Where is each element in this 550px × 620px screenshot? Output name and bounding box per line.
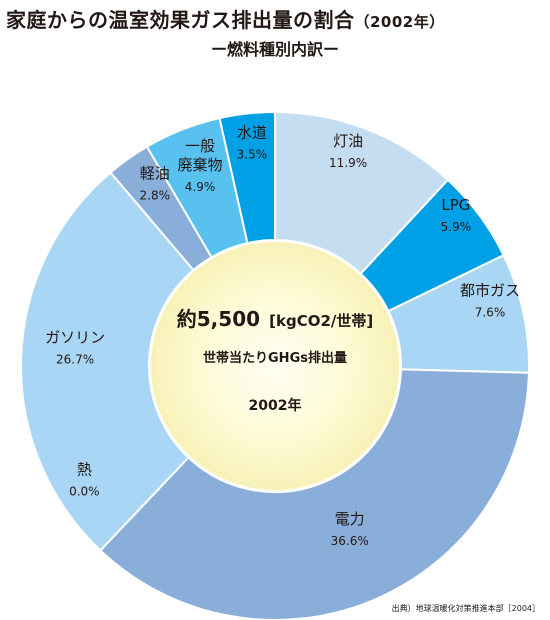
slice-label-name: 都市ガス — [460, 282, 520, 300]
slice-label-9: 水道 3.5% — [237, 123, 268, 161]
chart-subtitle: ー燃料種別内訳ー — [210, 40, 339, 59]
slice-label-value: 5.9% — [441, 220, 472, 234]
slice-label-name: 灯油 — [333, 132, 363, 150]
slice-label-4: 電力 36.6% — [331, 510, 369, 548]
donut-center — [151, 242, 399, 490]
center-value-line: 約5,500 [kgCO2/世帯] — [177, 307, 373, 331]
slice-label-2: LPG 5.9% — [441, 196, 472, 234]
slice-label-name: 熱 — [77, 461, 92, 479]
slice-label-3: 都市ガス 7.6% — [460, 282, 520, 320]
slice-label-value: 7.6% — [475, 306, 506, 320]
donut-slices — [19, 110, 530, 620]
center-unit: [kgCO2/世帯] — [269, 312, 373, 330]
slice-label-name: ガソリン — [45, 329, 105, 347]
slice-label-name: 水道 — [237, 123, 267, 141]
slice-4 — [98, 368, 530, 620]
slice-9 — [218, 110, 276, 245]
chart-title: 家庭からの温室効果ガス排出量の割合（2002年） — [6, 4, 445, 33]
slice-labels: 灯油 11.9% LPG 5.9% 都市ガス 7.6% 電力 36.6% 熱 0.0% ガソリン 26… — [45, 123, 520, 548]
slice-label-value: 26.7% — [56, 353, 94, 367]
center-text: 約5,500 [kgCO2/世帯] 世帯当たりGHGs排出量 2002年 — [177, 307, 373, 414]
slice-label-value: 2.8% — [140, 188, 171, 202]
slice-label-6: ガソリン 26.7% — [45, 329, 105, 367]
slice-label-value: 4.9% — [185, 180, 216, 194]
slice-label-name: LPG — [441, 196, 470, 214]
slice-label-value: 0.0% — [69, 485, 100, 499]
slice-label-7: 軽油 2.8% — [140, 164, 171, 202]
slice-label-value: 11.9% — [329, 156, 367, 170]
slice-6 — [19, 171, 195, 552]
slice-label-8: 一般廃棄物 4.9% — [178, 137, 223, 194]
slice-label-value: 36.6% — [331, 534, 369, 548]
chart-title-text: 家庭からの温室効果ガス排出量の割合 — [6, 8, 355, 32]
slice-label-value: 3.5% — [237, 147, 268, 161]
center-caption: 世帯当たりGHGs排出量 — [203, 350, 347, 366]
source-note: 出典）地球温暖化対策推進本部［2004］ — [391, 604, 540, 613]
slice-label-name: 廃棄物 — [178, 156, 223, 174]
chart-title-year: （2002年） — [354, 13, 445, 31]
slice-label-name: 電力 — [335, 510, 365, 528]
slice-label-name: 一般 — [185, 137, 215, 155]
slice-label-5: 熱 0.0% — [69, 461, 100, 499]
slice-label-1: 灯油 11.9% — [329, 132, 367, 170]
center-value: 約5,500 — [177, 307, 260, 331]
center-year: 2002年 — [249, 397, 302, 414]
slice-label-name: 軽油 — [140, 164, 170, 182]
